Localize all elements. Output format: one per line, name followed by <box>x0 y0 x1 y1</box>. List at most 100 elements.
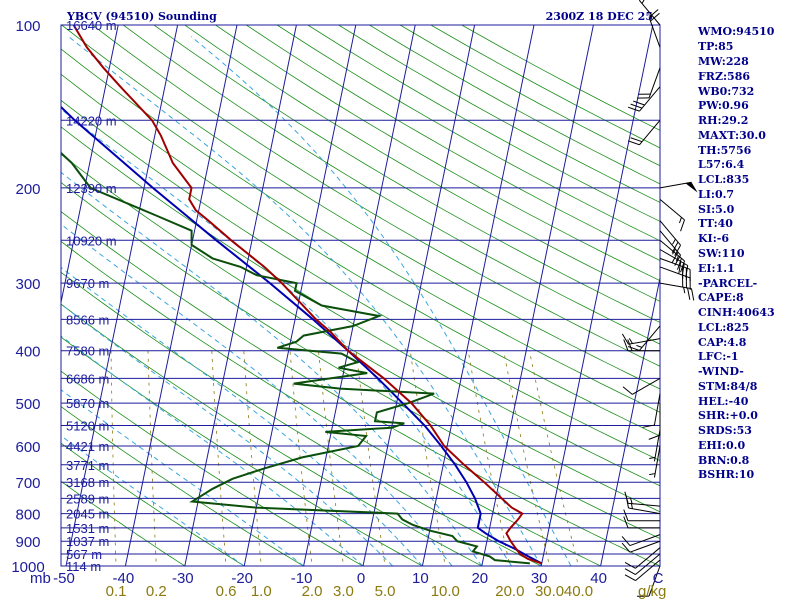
isotherm-line <box>481 25 594 566</box>
height-label: 10920 m <box>66 233 117 248</box>
pressure-label: 1000 <box>11 559 44 576</box>
index-item: WMO:94510 <box>697 25 775 38</box>
height-label: 3771 m <box>66 458 109 473</box>
dry-adiabat-line <box>61 442 245 566</box>
wind-barb <box>659 257 691 282</box>
mixing-ratio-line <box>147 350 157 566</box>
index-item: LCL:835 <box>698 173 749 186</box>
moist-adiabat-line <box>61 389 304 566</box>
isotherm-line <box>362 25 476 566</box>
mixing-ratio-line <box>318 350 344 566</box>
index-item: LFC:-1 <box>698 350 739 363</box>
height-label: 4421 m <box>66 439 109 454</box>
wind-barb <box>624 547 661 569</box>
index-item: BRN:0.8 <box>698 454 750 467</box>
mixing-ratio-tick-label: 0.2 <box>146 583 167 600</box>
mixing-ratio-tick-label: 2.0 <box>302 583 323 600</box>
index-item: MAXT:30.0 <box>698 129 766 142</box>
index-item: FRZ:586 <box>698 70 750 83</box>
index-item: CAPE:8 <box>698 291 744 304</box>
dry-adiabat-line <box>61 303 483 566</box>
dry-adiabat-line <box>215 25 660 282</box>
pressure-label: 100 <box>15 18 40 35</box>
height-label: 16640 m <box>66 18 117 33</box>
isotherm-line <box>421 25 535 566</box>
height-label: 9670 m <box>66 276 109 291</box>
dry-adiabat-line <box>61 370 364 566</box>
isotherms <box>61 25 660 566</box>
isotherm-line <box>61 25 119 305</box>
index-item: L57:6.4 <box>698 158 745 171</box>
wind-barb <box>659 198 685 232</box>
pressure-label: 900 <box>15 534 40 551</box>
mixing-ratio-tick-label: 0.6 <box>216 583 237 600</box>
dry-adiabat-line <box>61 48 660 413</box>
wind-barb <box>621 540 661 553</box>
height-label: 1531 m <box>66 521 109 536</box>
index-item: EI:1.1 <box>698 262 735 275</box>
dry-adiabat-line <box>61 126 660 487</box>
mixing-ratio-line <box>110 350 117 566</box>
index-item: EHI:0.0 <box>698 439 745 452</box>
height-label: 567 m <box>66 547 102 562</box>
mixing-ratio-lines <box>110 350 579 566</box>
dry-adiabat-line <box>61 25 660 390</box>
wind-barb <box>659 230 682 266</box>
dry-adiabat-line <box>61 336 424 566</box>
wind-barb <box>621 534 661 547</box>
moist-adiabat-line <box>61 303 394 566</box>
mixing-ratio-tick-label: 10.0 <box>431 583 460 600</box>
temperature-trace <box>72 25 543 565</box>
dry-adiabat-line <box>61 480 186 566</box>
wind-barb <box>648 9 661 48</box>
dry-adiabat-line <box>122 25 660 345</box>
mixing-ratio-line <box>243 350 262 566</box>
index-item: WB0:732 <box>697 85 754 98</box>
height-label: 14220 m <box>66 113 117 128</box>
wind-barb <box>627 86 661 112</box>
dewpoint-trace <box>61 151 530 565</box>
mixing-ratio-tick-label: 0.1 <box>106 583 127 600</box>
wind-barb <box>637 67 661 99</box>
dry-adiabat-line <box>153 25 660 323</box>
height-label: 2589 m <box>66 491 109 506</box>
wind-barb <box>649 445 661 478</box>
index-item: HEL:-40 <box>698 395 749 408</box>
mixing-ratio-tick-label: 1.0 <box>251 583 272 600</box>
index-item: CINH:40643 <box>698 306 775 319</box>
height-label: 5120 m <box>66 419 109 434</box>
temperature-tick-label: -40 <box>113 570 135 587</box>
wind-barb <box>637 565 661 597</box>
pressure-unit-label: mb <box>30 570 51 587</box>
wind-barb <box>624 559 661 582</box>
height-label: 6686 m <box>66 371 109 386</box>
index-item: LI:0.7 <box>698 188 734 201</box>
pressure-label: 200 <box>15 181 40 198</box>
index-item: TH:5756 <box>698 144 752 157</box>
wind-barb <box>623 509 660 522</box>
index-item: CAP:4.8 <box>698 336 747 349</box>
index-item: SHR:+0.0 <box>698 409 758 422</box>
wind-barb <box>659 181 698 193</box>
temperature-tick-label: -10 <box>291 570 313 587</box>
wind-barb <box>659 239 685 273</box>
isotherm-line <box>600 275 660 566</box>
isotherm-line <box>540 25 654 566</box>
height-label: 12390 m <box>66 181 117 196</box>
height-label: 1037 m <box>66 534 109 549</box>
height-label: 2045 m <box>66 507 109 522</box>
dry-adiabat-line <box>61 182 660 539</box>
index-item: LCL:825 <box>698 321 749 334</box>
isotherm-line <box>303 25 416 566</box>
pressure-label: 800 <box>15 507 40 524</box>
wind-barb <box>623 339 660 352</box>
mixing-ratio-tick-label: 20.0 <box>495 583 524 600</box>
dry-adiabat-line <box>92 25 660 367</box>
index-item: BSHR:10 <box>698 468 754 481</box>
height-label: 5870 m <box>66 396 109 411</box>
wind-barb <box>627 325 661 351</box>
mixing-ratio-line <box>529 350 579 566</box>
pressure-label: 400 <box>15 344 40 361</box>
mixing-ratio-line <box>355 350 386 566</box>
